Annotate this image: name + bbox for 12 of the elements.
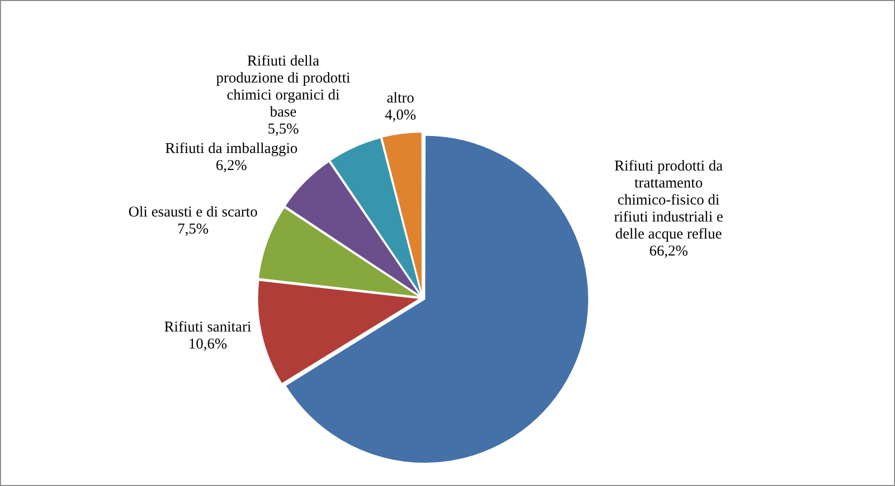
slice-label: Oli esausti e di scarto — [128, 204, 258, 220]
slice-label: altro — [386, 90, 414, 106]
data-label: 6,2% — [216, 158, 248, 174]
data-label: 7,5% — [177, 221, 209, 238]
data-label: 66,2% — [649, 244, 688, 260]
slice-label: Rifiuti prodotti da trattamento chimico-fisico di rifiuti industriali e delle acque reflue — [614, 158, 724, 243]
slice-label: Rifiuti sanitari — [164, 320, 252, 336]
slice-label: Rifiuti della produzione di prodotti chimici organici di base — [216, 53, 350, 120]
data-label: 10,6% — [188, 336, 228, 353]
data-label: 5,5% — [268, 121, 299, 138]
data-label: 4,0% — [384, 107, 416, 124]
slice-label: Rifiuti da imballaggio — [165, 141, 298, 158]
